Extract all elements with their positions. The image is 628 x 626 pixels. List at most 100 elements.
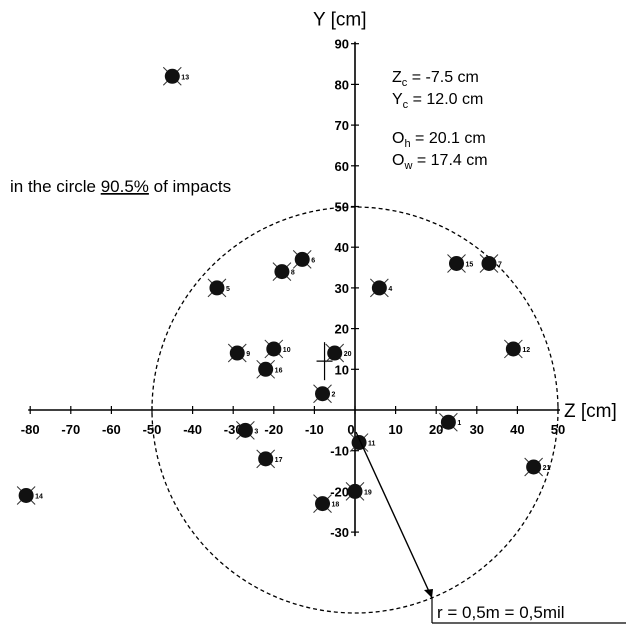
impact-point-label: 9: [246, 351, 250, 358]
y-axis-tick-label: -20: [330, 484, 349, 499]
impact-point-marker: [440, 414, 456, 430]
impact-point-label: 15: [466, 261, 474, 268]
z-axis-tick-label: 50: [551, 422, 565, 437]
z-axis-tick-label: 20: [429, 422, 443, 437]
radius-arrow-head: [424, 589, 433, 598]
impact-point: 13: [162, 66, 189, 86]
impact-point-label: 3: [254, 428, 258, 435]
impact-point: 17: [256, 449, 283, 469]
impact-point: 15: [447, 254, 474, 273]
impact-point-label: 2: [332, 392, 336, 399]
impact-point-marker: [164, 68, 180, 84]
z-axis-tick-label: -80: [21, 422, 40, 437]
y-axis-tick-label: 10: [335, 362, 349, 377]
impact-point: 9: [227, 343, 250, 363]
radius-arrow-line: [355, 431, 433, 599]
z-axis-tick-label: 0: [347, 422, 354, 437]
impact-point: 20: [325, 343, 352, 363]
ow-annotation: Ow = 17.4 cm: [392, 152, 488, 172]
z-axis-tick-label: -30: [224, 422, 243, 437]
impact-point-marker: [209, 280, 225, 296]
impact-point-marker: [371, 280, 387, 296]
y-axis-tick-label: 20: [335, 322, 349, 337]
impact-point-marker: [229, 345, 245, 361]
impact-point-label: 17: [275, 457, 283, 464]
impact-point: 7: [479, 254, 502, 273]
y-axis-tick-label: 80: [335, 77, 349, 92]
impact-point-label: 14: [35, 493, 43, 500]
impact-point: 16: [256, 359, 283, 379]
impact-point-marker: [258, 451, 274, 467]
impact-point-marker: [18, 487, 34, 503]
impact-point: 21: [524, 457, 551, 477]
impact-point-marker: [315, 496, 331, 512]
z-axis-tick-label: -10: [305, 422, 324, 437]
impact-point: 12: [503, 339, 530, 359]
impact-point-marker: [266, 341, 282, 357]
y-axis-tick-label: 60: [335, 159, 349, 174]
impact-point: 4: [370, 278, 392, 298]
statistics-block: Zc = -7.5 cm Yc = 12.0 cm Oh = 20.1 cm O…: [392, 69, 488, 172]
impact-point: 5: [207, 278, 230, 298]
impact-point: 19: [345, 482, 372, 501]
impact-point: 3: [236, 420, 258, 440]
impact-point: 2: [313, 384, 336, 404]
impact-point-label: 20: [344, 351, 352, 358]
z-axis-tick-label: 10: [388, 422, 402, 437]
z-axis-tick-label: -50: [143, 422, 162, 437]
z-axis-tick-label: -20: [264, 422, 283, 437]
circle-percentage-value: 90.5%: [101, 177, 149, 196]
impact-point-label: 1: [457, 420, 461, 427]
y-axis-tick-label: 30: [335, 281, 349, 296]
z-axis-tick-label: -40: [183, 422, 202, 437]
impact-point-label: 11: [368, 441, 376, 448]
mean-point-crosshair: [316, 342, 333, 381]
y-axis-tick-label: 40: [335, 240, 349, 255]
impact-point-label: 19: [364, 489, 372, 496]
circle-percentage-note: in the circle 90.5% of impacts: [10, 177, 231, 196]
z-axis-tick-label: 30: [470, 422, 484, 437]
y-axis-tick-label: -10: [330, 444, 349, 459]
impact-point-label: 5: [226, 286, 230, 293]
impact-point-label: 16: [275, 367, 283, 374]
z-axis-title: Z [cm]: [564, 401, 617, 422]
impact-point: 6: [292, 250, 315, 269]
impact-point-marker: [449, 255, 464, 271]
y-axis-tick-label: 70: [335, 118, 349, 133]
impact-point-label: 7: [498, 261, 502, 268]
impact-point-marker: [237, 422, 253, 438]
impact-point-marker: [526, 459, 542, 475]
impact-point-label: 6: [311, 257, 315, 264]
impact-point-marker: [347, 483, 363, 499]
impact-point-marker: [258, 361, 274, 377]
yc-annotation: Yc = 12.0 cm: [392, 91, 483, 111]
z-axis-ticks: -80 -70 -60 -50 -40 -30 -20 -10 0 10 20 30 40 50: [21, 406, 565, 437]
z-axis-tick-label: -60: [102, 422, 121, 437]
impact-point: 18: [313, 494, 340, 513]
impact-point-label: 13: [181, 74, 189, 81]
radius-note: r = 0,5m = 0,5mil: [437, 603, 565, 622]
z-axis-tick-label: -70: [61, 422, 80, 437]
impact-point-label: 21: [543, 465, 551, 472]
impact-point: 8: [272, 262, 295, 281]
y-axis-tick-label: 50: [335, 200, 349, 215]
impact-point-label: 8: [291, 270, 295, 277]
impact-point-label: 12: [522, 347, 530, 354]
impact-point: 14: [16, 486, 43, 505]
impact-point-marker: [327, 345, 343, 361]
impact-point-label: 18: [332, 502, 340, 509]
impact-point-label: 4: [388, 286, 392, 293]
z-axis-tick-label: 40: [510, 422, 524, 437]
zc-annotation: Zc = -7.5 cm: [392, 69, 479, 89]
impact-point: 10: [264, 339, 291, 359]
impact-point-label: 10: [283, 347, 291, 354]
impact-point-marker: [481, 255, 497, 271]
impact-point-marker: [505, 341, 521, 357]
impact-point: 1: [439, 412, 461, 432]
impact-point-marker: [315, 386, 331, 402]
oh-annotation: Oh = 20.1 cm: [392, 130, 486, 150]
y-axis-tick-label: 90: [335, 37, 349, 52]
